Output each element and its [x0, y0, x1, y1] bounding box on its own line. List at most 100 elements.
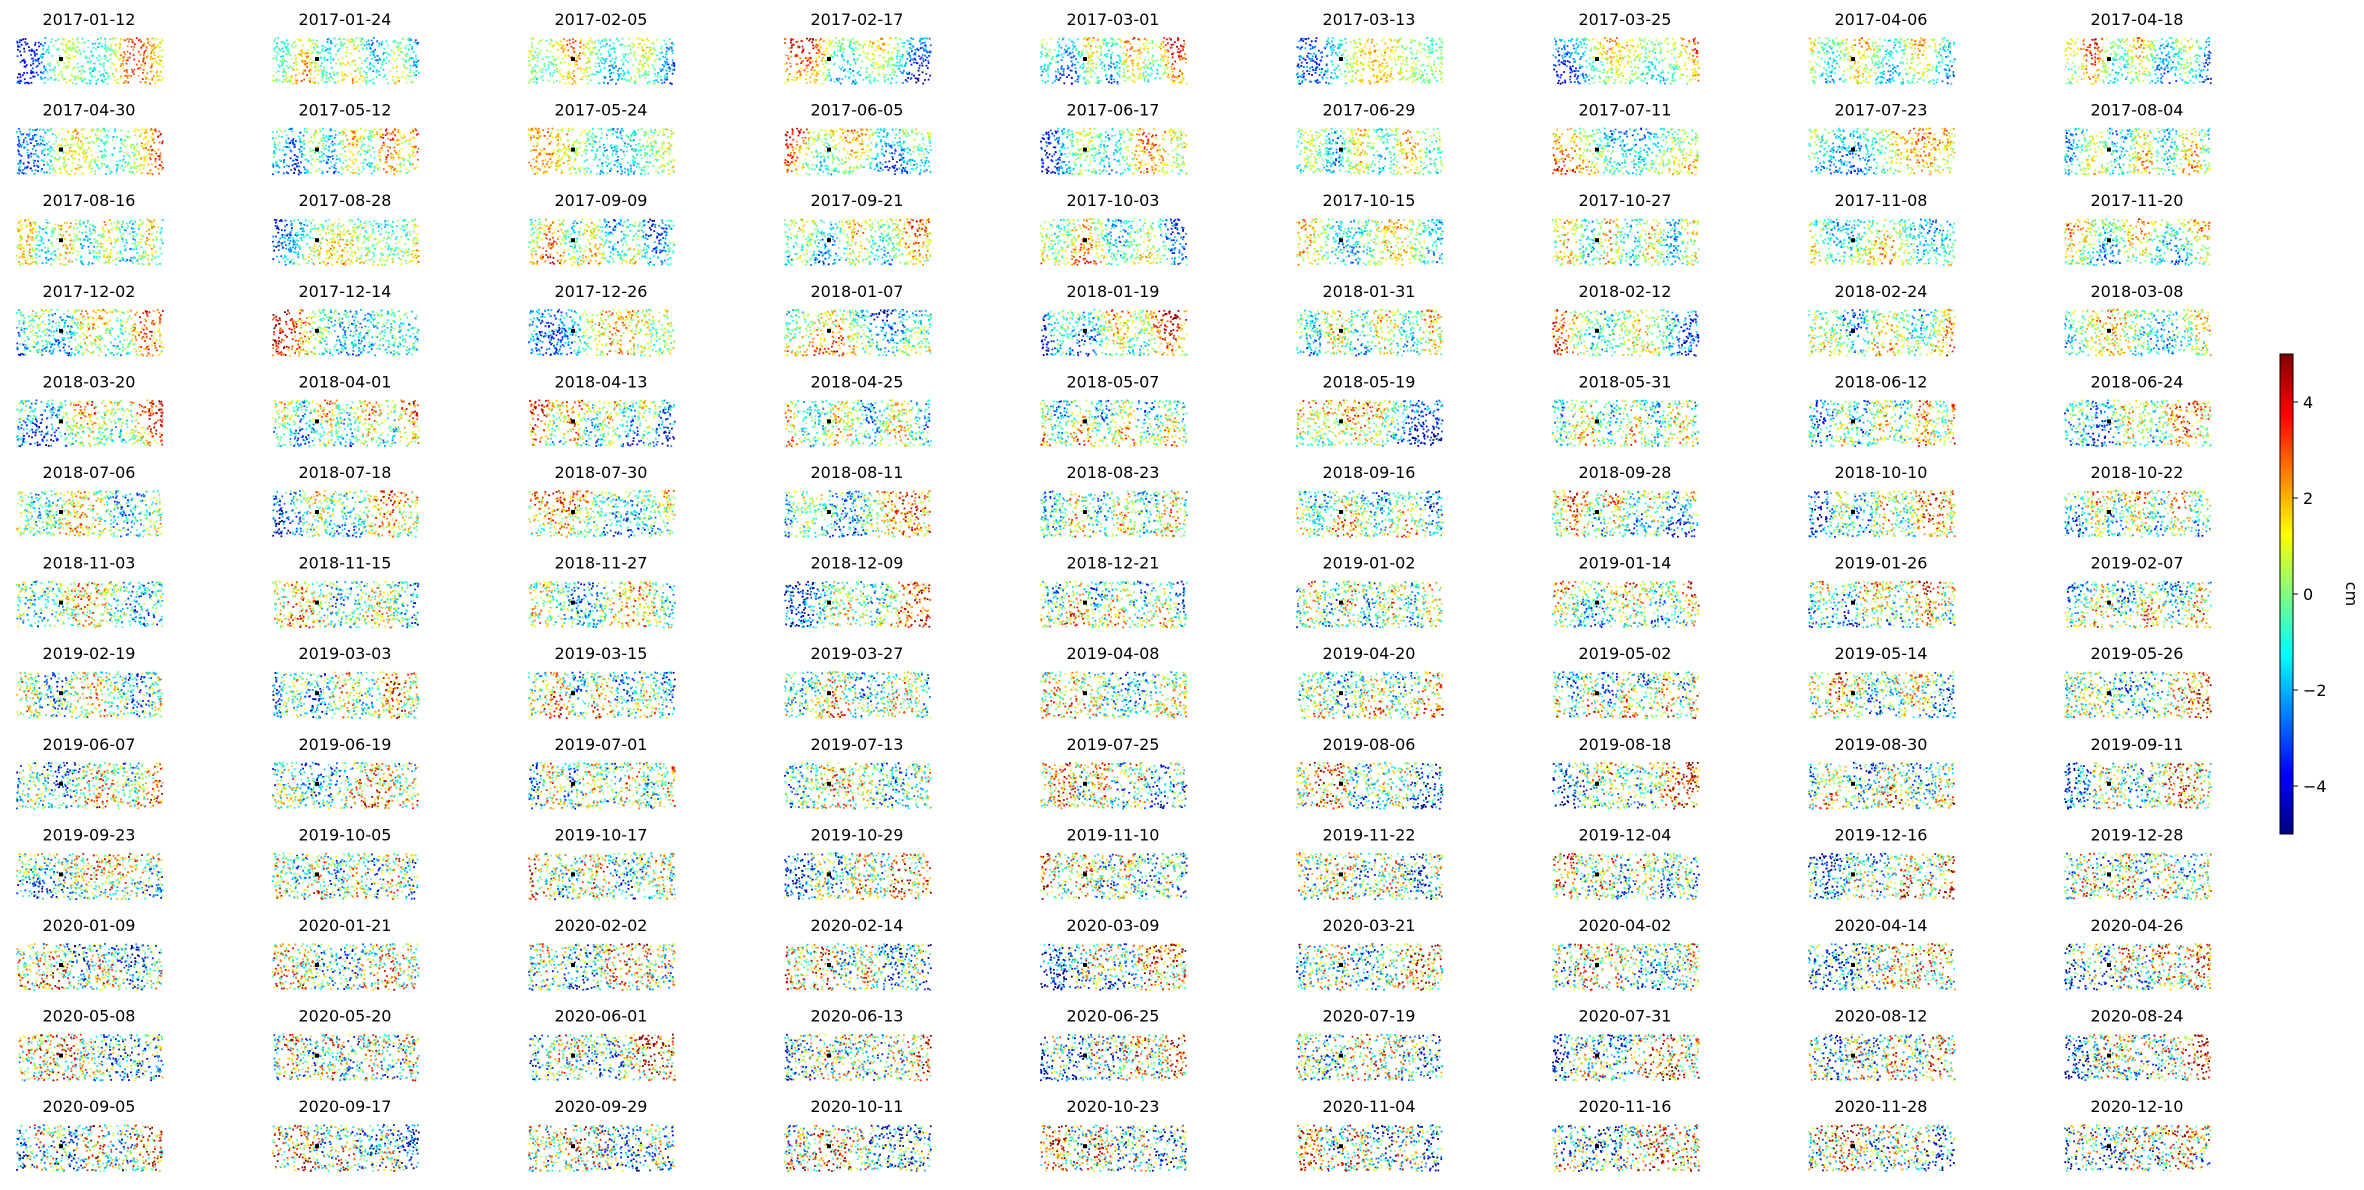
- scatter-point: [577, 68, 579, 70]
- scatter-point: [115, 44, 117, 46]
- panel-points: [528, 37, 675, 85]
- scatter-point: [364, 45, 366, 47]
- scatter-point: [843, 51, 845, 53]
- scatter-point: [645, 77, 647, 79]
- scatter-point: [286, 65, 288, 67]
- scatter-point: [71, 50, 73, 52]
- scatter-point: [18, 73, 20, 75]
- scatter-point: [128, 41, 130, 43]
- scatter-point: [581, 46, 583, 48]
- scatter-point: [335, 63, 337, 65]
- scatter-point: [273, 50, 275, 52]
- scatter-point: [133, 59, 135, 61]
- scatter-point: [147, 72, 149, 74]
- scatter-point: [657, 73, 659, 75]
- scatter-point: [100, 58, 102, 60]
- scatter-point: [124, 81, 126, 83]
- scatter-point: [393, 53, 395, 55]
- scatter-point: [646, 60, 648, 62]
- scatter-point: [120, 54, 122, 56]
- scatter-point: [415, 58, 417, 60]
- scatter-point: [136, 64, 138, 66]
- scatter-point: [81, 73, 83, 75]
- scatter-point: [415, 55, 417, 57]
- scatter-point: [161, 56, 163, 58]
- scatter-point: [142, 78, 144, 80]
- scatter-point: [623, 75, 625, 77]
- scatter-point: [354, 70, 356, 72]
- scatter-point: [548, 67, 550, 69]
- scatter-point: [608, 51, 610, 53]
- scatter-point: [326, 59, 328, 61]
- scatter-point: [334, 45, 336, 47]
- scatter-point: [162, 78, 164, 80]
- scatter-point: [286, 77, 288, 79]
- scatter-point: [330, 76, 332, 78]
- scatter-point: [55, 40, 57, 42]
- scatter-point: [537, 42, 539, 44]
- scatter-point: [397, 42, 399, 44]
- scatter-point: [572, 78, 574, 80]
- scatter-point: [310, 40, 312, 42]
- scatter-point: [65, 52, 67, 54]
- scatter-point: [609, 69, 611, 71]
- scatter-point: [603, 59, 605, 61]
- scatter-point: [613, 43, 615, 45]
- scatter-point: [373, 78, 375, 80]
- scatter-point: [360, 75, 362, 77]
- scatter-point: [653, 47, 655, 49]
- scatter-point: [327, 41, 329, 43]
- scatter-point: [384, 74, 386, 76]
- scatter-point: [276, 52, 278, 54]
- scatter-point: [602, 45, 604, 47]
- scatter-point: [635, 59, 637, 61]
- scatter-point: [672, 73, 674, 75]
- scatter-point: [305, 60, 307, 62]
- scatter-point: [97, 38, 99, 40]
- scatter-point: [357, 67, 359, 69]
- scatter-point: [341, 73, 343, 75]
- scatter-point: [531, 43, 533, 45]
- scatter-point: [68, 48, 70, 50]
- scatter-point: [564, 47, 566, 49]
- scatter-point: [74, 76, 76, 78]
- scatter-point: [642, 69, 644, 71]
- scatter-point: [572, 38, 574, 40]
- scatter-point: [656, 79, 658, 81]
- scatter-point: [412, 82, 414, 84]
- scatter-point: [582, 79, 584, 81]
- scatter-point: [122, 60, 124, 62]
- scatter-point: [45, 51, 47, 53]
- scatter-point: [647, 82, 649, 84]
- scatter-point: [295, 45, 297, 47]
- scatter-point: [105, 50, 107, 52]
- scatter-point: [561, 47, 563, 49]
- scatter-point: [142, 72, 144, 74]
- scatter-point: [314, 49, 316, 51]
- scatter-point: [589, 51, 591, 53]
- scatter-point: [162, 66, 164, 68]
- scatter-point: [535, 51, 537, 53]
- scatter-point: [539, 53, 541, 55]
- scatter-point: [338, 59, 340, 61]
- scatter-point: [152, 70, 154, 72]
- scatter-point: [43, 71, 45, 73]
- scatter-point: [162, 49, 164, 51]
- scatter-point: [150, 71, 152, 73]
- scatter-point: [152, 58, 154, 60]
- scatter-point: [102, 74, 104, 76]
- scatter-point: [560, 62, 562, 64]
- scatter-point: [410, 69, 412, 71]
- scatter-point: [150, 56, 152, 58]
- scatter-point: [552, 45, 554, 47]
- scatter-point: [65, 45, 67, 47]
- scatter-point: [388, 44, 390, 46]
- scatter-point: [548, 80, 550, 82]
- scatter-point: [96, 80, 98, 82]
- scatter-point: [293, 62, 295, 64]
- scatter-point: [383, 58, 385, 60]
- scatter-point: [105, 72, 107, 74]
- scatter-point: [50, 77, 52, 79]
- scatter-point: [308, 70, 310, 72]
- scatter-point: [627, 79, 629, 81]
